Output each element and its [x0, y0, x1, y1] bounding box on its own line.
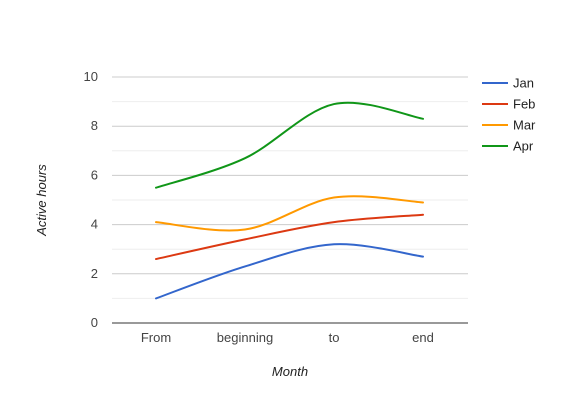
- series-line-apr: [155, 101, 424, 189]
- y-tick-label: 8: [91, 118, 98, 133]
- y-tick-labels: 0 2 4 6 8 10: [84, 69, 98, 330]
- x-tick-label: end: [412, 330, 434, 345]
- y-tick-label: 4: [91, 217, 98, 232]
- legend-item-feb: Feb: [482, 97, 535, 112]
- legend-item-apr: Apr: [482, 139, 534, 154]
- gridlines: [112, 76, 468, 299]
- x-axis-title: Month: [272, 364, 308, 379]
- y-axis-title: Active hours: [34, 164, 49, 237]
- series-line-feb: [155, 213, 424, 261]
- series-line-jan: [155, 243, 424, 300]
- y-tick-label: 10: [84, 69, 98, 84]
- legend-label: Jan: [513, 76, 534, 91]
- legend: Jan Feb Mar Apr: [482, 76, 536, 154]
- series-lines: [155, 101, 424, 300]
- x-tick-labels: From beginning to end: [141, 330, 434, 345]
- x-tick-label: From: [141, 330, 171, 345]
- x-tick-label: to: [329, 330, 340, 345]
- series-line-mar: [155, 195, 424, 232]
- x-tick-label: beginning: [217, 330, 273, 345]
- y-tick-label: 6: [91, 167, 98, 182]
- legend-item-mar: Mar: [482, 118, 536, 133]
- y-tick-label: 0: [91, 315, 98, 330]
- legend-label: Mar: [513, 118, 536, 133]
- legend-item-jan: Jan: [482, 76, 534, 91]
- legend-label: Apr: [513, 139, 534, 154]
- y-tick-label: 2: [91, 266, 98, 281]
- legend-label: Feb: [513, 97, 535, 112]
